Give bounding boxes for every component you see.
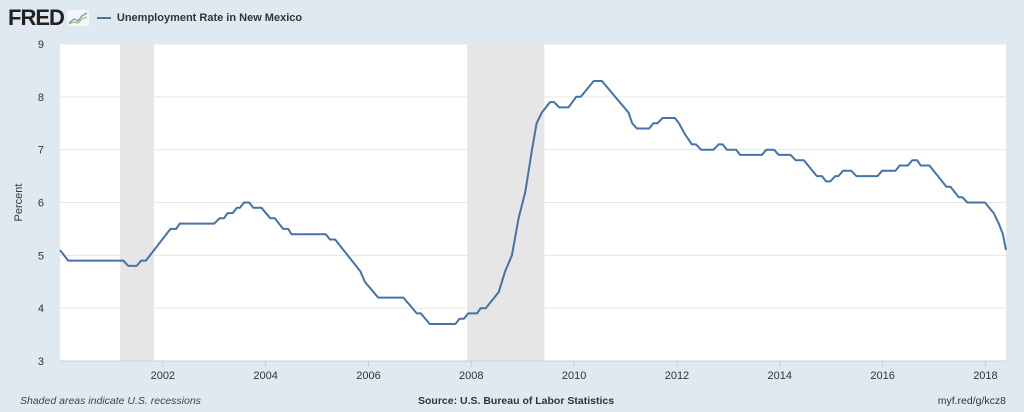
chart-header: FRED Unemployment Rate in New Mexico	[8, 5, 303, 30]
y-tick-label: 4	[38, 303, 44, 315]
x-tick-label: 2002	[151, 370, 175, 382]
y-tick-label: 6	[38, 198, 44, 210]
x-tick-label: 2014	[768, 370, 792, 382]
y-tick-label: 7	[38, 145, 44, 157]
y-tick-label: 5	[38, 250, 44, 262]
x-tick-label: 2010	[562, 370, 586, 382]
source-text: Source: U.S. Bureau of Labor Statistics	[418, 395, 615, 407]
x-tick-label: 2012	[665, 370, 689, 382]
x-tick-label: 2004	[253, 370, 277, 382]
short-link[interactable]: myf.red/g/kcz8	[937, 395, 1006, 407]
y-tick-label: 9	[38, 39, 44, 51]
x-tick-label: 2018	[973, 370, 997, 382]
y-axis-label: Percent	[13, 184, 25, 222]
series-line	[59, 80, 1007, 325]
fred-graph-icon	[66, 10, 89, 26]
x-tick-label: 2008	[459, 370, 483, 382]
x-tick-label: 2016	[870, 370, 894, 382]
legend-swatch	[96, 17, 111, 19]
fred-logo[interactable]: FRED	[8, 5, 65, 30]
recession-note: Shaded areas indicate U.S. recessions	[20, 395, 201, 407]
x-tick-label: 2006	[356, 370, 380, 382]
y-tick-label: 3	[38, 356, 44, 368]
legend-label: Unemployment Rate in New Mexico	[116, 12, 303, 24]
y-tick-label: 8	[38, 92, 44, 104]
